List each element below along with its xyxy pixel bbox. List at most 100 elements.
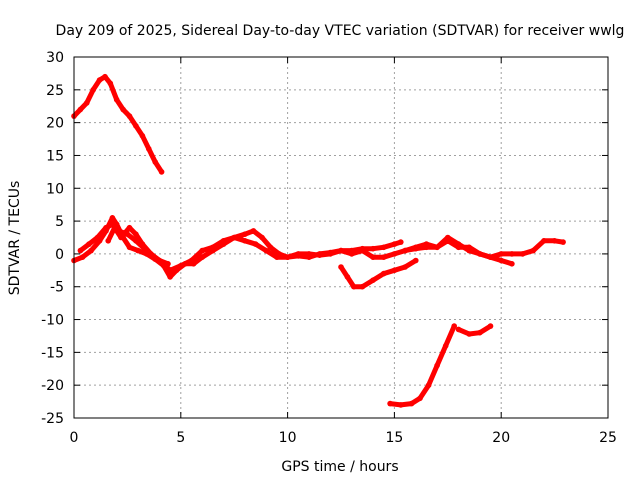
- data-point: [413, 244, 419, 251]
- x-tick-label: 10: [279, 430, 297, 446]
- data-point: [380, 270, 387, 277]
- data-point: [120, 106, 126, 113]
- series-line: [387, 323, 457, 408]
- data-point: [423, 241, 430, 247]
- data-point: [231, 234, 237, 241]
- data-point: [391, 251, 398, 257]
- data-point: [139, 133, 146, 139]
- data-point: [509, 251, 515, 257]
- data-point: [79, 254, 86, 260]
- data-point: [263, 247, 270, 254]
- data-point: [402, 247, 408, 254]
- series-arc-high: [71, 73, 165, 175]
- data-point: [455, 326, 462, 333]
- y-tick-label: -20: [41, 378, 64, 394]
- data-point: [380, 254, 387, 260]
- data-point: [220, 238, 227, 244]
- data-point: [77, 106, 84, 113]
- data-point: [498, 257, 505, 264]
- tick-labels: 0 5 10 15 20 25 -25 -20 -15 -10 -5 0 5 10 15 20 25 30: [41, 50, 617, 446]
- data-point: [107, 80, 114, 87]
- data-point: [387, 400, 393, 407]
- y-tick-label: 25: [46, 83, 64, 99]
- data-point: [391, 267, 398, 274]
- data-point: [434, 362, 440, 369]
- data-point: [158, 169, 165, 175]
- data-point: [295, 251, 302, 257]
- data-point: [210, 244, 216, 251]
- data-point: [90, 87, 96, 93]
- data-point: [103, 224, 109, 231]
- data-point: [242, 231, 248, 237]
- data-point: [133, 123, 139, 129]
- x-tick-label: 15: [385, 430, 403, 446]
- series-arc-low-tail: [455, 323, 494, 337]
- series-arc-mid-dip: [338, 257, 419, 290]
- y-tick-label: 0: [55, 247, 64, 263]
- data-series: [71, 73, 566, 408]
- data-point: [94, 234, 101, 241]
- data-point: [146, 146, 152, 152]
- y-tick-label: -10: [41, 313, 64, 329]
- plot-border: [73, 56, 609, 419]
- data-point: [306, 251, 312, 257]
- series-line: [71, 74, 165, 175]
- data-point: [165, 261, 171, 267]
- data-point: [111, 224, 118, 231]
- data-point: [413, 257, 419, 264]
- data-point: [466, 247, 473, 254]
- data-point: [86, 241, 92, 247]
- data-point: [402, 264, 408, 270]
- y-tick-label: 10: [46, 181, 64, 197]
- data-point: [560, 239, 566, 245]
- data-point: [370, 254, 376, 260]
- series-line: [71, 215, 404, 280]
- series-line: [456, 323, 493, 337]
- series-arc-main-c: [105, 224, 171, 267]
- data-point: [530, 247, 536, 254]
- data-point: [152, 159, 158, 165]
- data-point: [425, 382, 432, 389]
- data-point: [359, 283, 366, 290]
- data-point: [509, 261, 515, 267]
- data-point: [398, 239, 404, 245]
- data-point: [77, 247, 84, 254]
- data-point: [477, 251, 483, 257]
- data-point: [88, 247, 94, 254]
- data-point: [267, 244, 274, 251]
- y-tick-label: 5: [55, 214, 64, 230]
- data-point: [487, 254, 494, 260]
- series-arc-late: [402, 234, 515, 267]
- data-point: [102, 73, 108, 80]
- data-point: [455, 241, 462, 247]
- data-point: [316, 252, 323, 258]
- data-point: [167, 267, 173, 274]
- data-point: [126, 224, 133, 231]
- gridlines: [74, 57, 608, 418]
- data-point: [498, 251, 505, 257]
- data-point: [442, 343, 449, 349]
- series-arc-low: [387, 323, 458, 408]
- data-point: [178, 262, 184, 269]
- data-point: [199, 247, 205, 254]
- data-point: [105, 238, 111, 244]
- y-tick-label: 30: [46, 50, 64, 66]
- data-point: [148, 251, 154, 257]
- y-tick-label: -5: [50, 280, 64, 296]
- data-point: [327, 251, 334, 257]
- series-line: [77, 221, 566, 273]
- data-point: [487, 323, 494, 329]
- data-point: [126, 244, 133, 251]
- data-point: [519, 251, 526, 257]
- data-point: [242, 238, 248, 244]
- data-point: [477, 329, 483, 336]
- data-point: [167, 274, 173, 280]
- data-point: [188, 257, 195, 264]
- y-tick-label: -15: [41, 345, 64, 361]
- data-point: [380, 244, 387, 251]
- data-point: [84, 100, 90, 106]
- data-point: [252, 241, 259, 247]
- y-axis-label: SDTVAR / TECUs: [7, 181, 23, 296]
- data-point: [398, 402, 404, 408]
- data-point: [351, 283, 357, 290]
